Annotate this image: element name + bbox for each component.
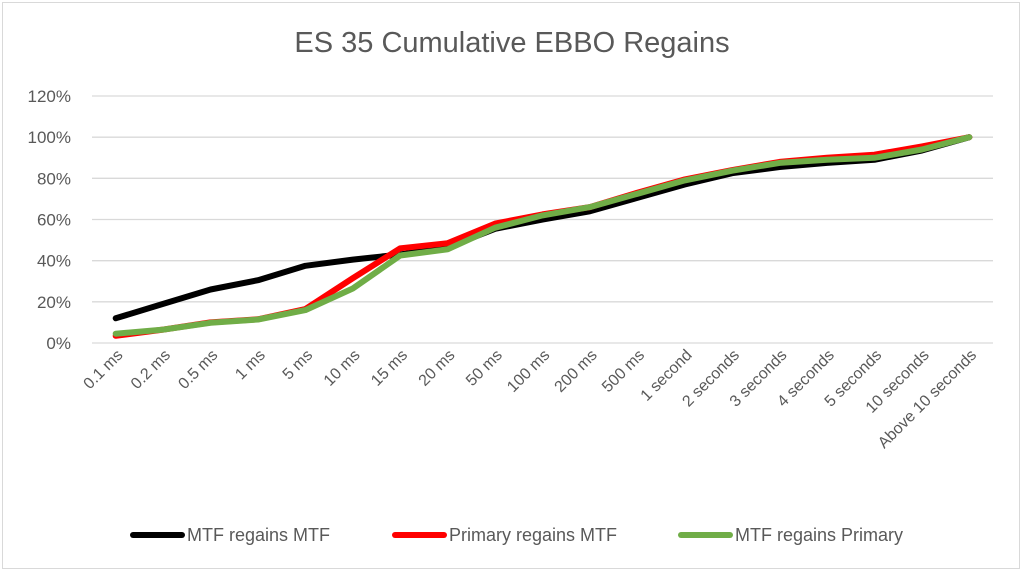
y-tick-label: 120% [28, 87, 71, 106]
x-tick-label: 15 ms [368, 347, 411, 390]
legend-item: MTF regains MTF [130, 525, 330, 545]
y-tick-label: 0% [46, 334, 71, 353]
x-tick-label: 10 ms [321, 347, 364, 390]
series-line-0 [112, 134, 973, 322]
legend-label: MTF regains MTF [187, 525, 330, 545]
y-axis-ticks: 0% 20% 40% 60% 80% 100% 120% [28, 87, 71, 353]
legend-item: Primary regains MTF [392, 525, 617, 545]
x-tick-label: 200 ms [552, 347, 601, 396]
y-tick-label: 40% [37, 252, 71, 271]
legend-label: MTF regains Primary [735, 525, 903, 545]
legend-label: Primary regains MTF [449, 525, 617, 545]
x-tick-label: 1 ms [232, 347, 269, 384]
x-tick-label: 100 ms [504, 347, 553, 396]
x-tick-label: 5 ms [280, 347, 317, 384]
legend-item: MTF regains Primary [678, 525, 903, 545]
series-lines [112, 134, 973, 339]
y-tick-label: 80% [37, 169, 71, 188]
gridlines [92, 95, 993, 344]
series-line-2 [112, 134, 973, 337]
y-tick-label: 60% [37, 211, 71, 230]
legend: MTF regains MTF Primary regains MTF MTF re… [130, 525, 903, 545]
x-tick-label: 50 ms [463, 347, 506, 390]
x-tick-label: 0.5 ms [175, 347, 221, 393]
x-tick-label: 20 ms [416, 347, 459, 390]
x-tick-label: 0.1 ms [81, 347, 127, 393]
x-tick-label: 0.2 ms [128, 347, 174, 393]
y-tick-label: 100% [28, 128, 71, 147]
y-tick-label: 20% [37, 293, 71, 312]
series-line-1 [112, 134, 973, 339]
x-axis-ticks: 0.1 ms 0.2 ms 0.5 ms 1 ms 5 ms 10 ms 15 ms 20 m… [81, 347, 981, 452]
chart-title: ES 35 Cumulative EBBO Regains [294, 27, 729, 59]
